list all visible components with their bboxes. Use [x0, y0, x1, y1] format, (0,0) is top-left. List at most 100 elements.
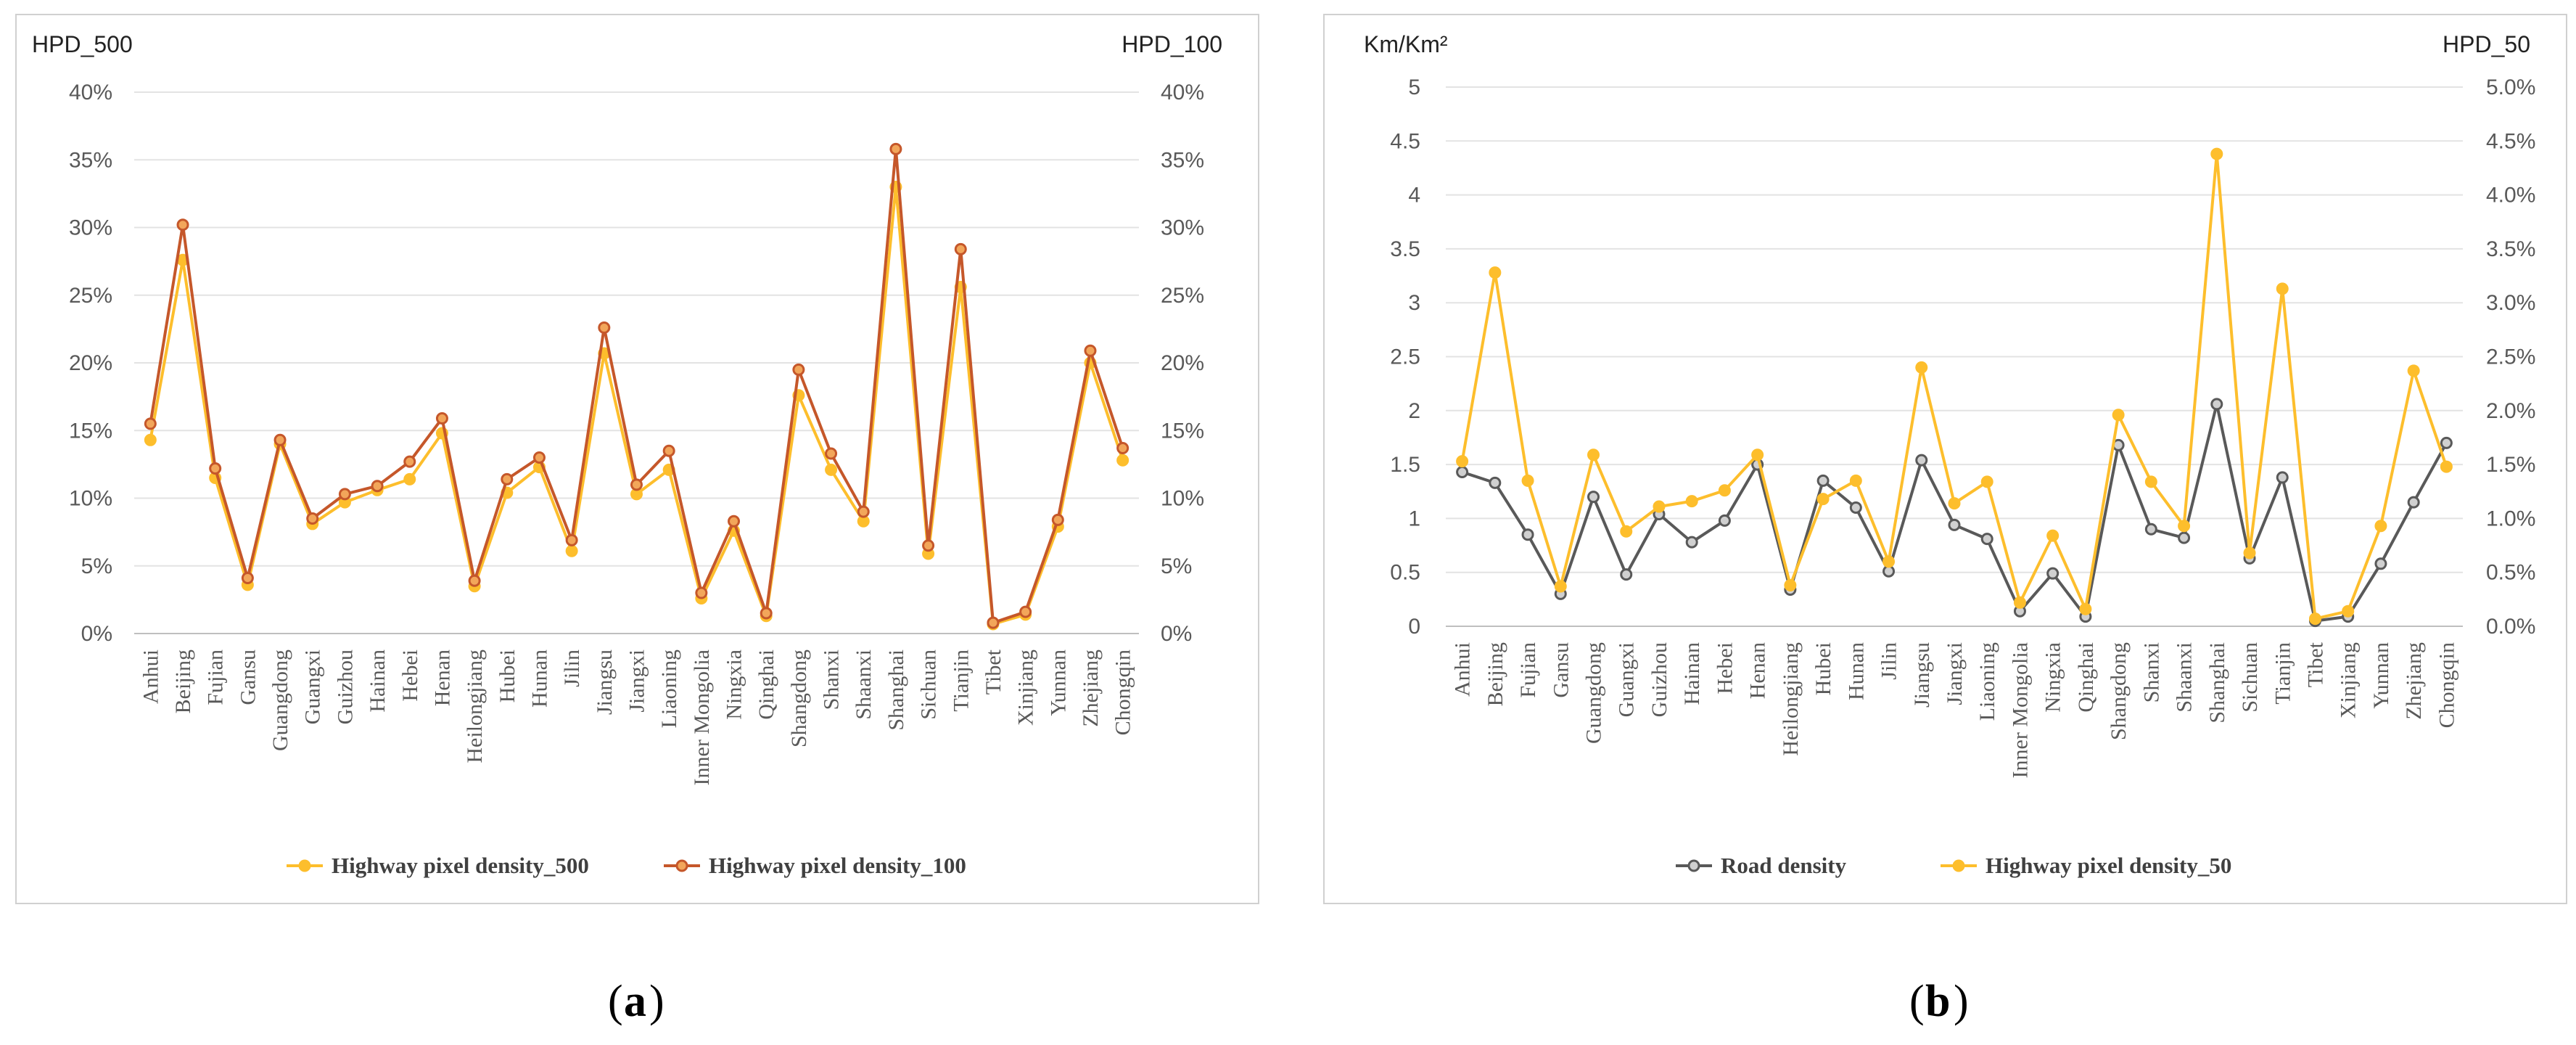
chart-a-series-1-point — [662, 444, 675, 457]
chart-a-series-1-point — [241, 572, 254, 585]
chart-b-series — [1456, 147, 2453, 628]
chart-a-series-1-point — [598, 321, 611, 335]
chart-b-category-label: Guizhou — [1647, 642, 1671, 717]
chart-b-right-tick-label: 4.0% — [2486, 184, 2535, 208]
chart-b-right-tick-label: 2.5% — [2486, 345, 2535, 369]
chart-a-legend: Highway pixel density_500 Highway pixel d… — [287, 853, 966, 878]
chart-b-series-0-point — [2046, 567, 2059, 580]
chart-a-category-label: Guangdong — [268, 649, 292, 751]
chart-a-category-label: Shangdong — [787, 649, 811, 747]
chart-b-series-1-point — [1718, 484, 1731, 497]
chart-b-category-label: Gansu — [1549, 642, 1573, 698]
chart-b-right-tick-label: 1.5% — [2486, 453, 2535, 477]
chart-b-category-label: Guangdong — [1582, 642, 1606, 744]
chart-a-category-label: Guizhou — [333, 649, 357, 724]
chart-a-category-label: Yunnan — [1046, 649, 1070, 716]
chart-b-category-label: Shaanxi — [2173, 642, 2197, 713]
chart-a-series-1-point — [338, 488, 351, 501]
chart-b-left-tick-label: 2 — [1408, 399, 1420, 423]
chart-b-series-1-point — [2440, 460, 2453, 473]
chart-a-series-1-point — [695, 586, 708, 599]
chart-a-series-1-point — [371, 480, 384, 493]
chart-b-series-0-point — [2407, 496, 2420, 509]
chart-a-category-label: Jilin — [560, 649, 584, 687]
chart-b-right-axis-ticks: 0.0% 0.5% 1.0% 1.5% 2.0% 2.5% 3.0% 3.5% 4.0% 4.5%… — [2486, 75, 2535, 639]
chart-b-left-axis-ticks: 0 0.5 1 1.5 2 2.5 3 3.5 4 4.5 5 — [1390, 75, 1420, 639]
chart-a-series-1-point — [209, 462, 222, 475]
chart-b-series-1-point — [2276, 282, 2289, 295]
chart-a-series-0-point — [1116, 454, 1129, 467]
chart-b-series-0-point — [2210, 398, 2223, 411]
chart-a-right-tick-label: 0% — [1161, 622, 1192, 646]
chart-a-category-label: Zhejiang — [1079, 649, 1103, 727]
chart-b-series-0-point — [1849, 501, 1862, 515]
chart-b-series-1-point — [1751, 448, 1764, 462]
chart-b-right-tick-label: 1.0% — [2486, 507, 2535, 530]
chart-b-series-0-point — [1915, 454, 1928, 467]
chart-a-category-label: Xinjiang — [1014, 649, 1038, 726]
chart-b-series-1-point — [1554, 580, 1567, 593]
chart-b-legend-swatch-marker — [1687, 859, 1700, 872]
chart-a-series-1-point — [1019, 605, 1032, 618]
svg-text:(: ( — [1909, 977, 1925, 1026]
chart-a-category-label: Heilongjiang — [463, 649, 487, 763]
chart-b-category-label: Inner Mongolia — [2008, 642, 2032, 778]
chart-a-category-label: Hunan — [527, 649, 551, 708]
chart-b-category-label: Hebei — [1713, 642, 1737, 694]
chart-a-series-1-point — [889, 142, 902, 155]
chart-b-series-1-point — [1620, 525, 1633, 538]
panel-label-b: ( b ) — [1909, 977, 1969, 1026]
chart-b-category-label: Qinghai — [2074, 642, 2098, 713]
chart-a-category-label: Sichuan — [917, 649, 941, 720]
chart-a-category-label: Fujian — [204, 649, 228, 705]
chart-b-series-0-point — [2178, 531, 2191, 544]
chart-b-right-axis-title: HPD_50 — [2443, 31, 2530, 57]
chart-b-category-label: Tianjin — [2271, 642, 2295, 705]
svg-text:): ) — [1954, 977, 1969, 1026]
chart-a-series-1-point — [760, 607, 773, 620]
chart-a-series-0-point — [144, 433, 157, 446]
chart-b-category-label: Shangdong — [2107, 642, 2131, 740]
chart-b-right-tick-label: 4.5% — [2486, 129, 2535, 153]
chart-b-right-tick-label: 0.0% — [2486, 615, 2535, 639]
chart-b-series-1-point — [2013, 596, 2026, 609]
chart-b-legend: Road density Highway pixel density_50 — [1676, 853, 2231, 878]
chart-a-right-tick-label: 25% — [1161, 284, 1204, 308]
panel-label-a-letter: a — [624, 977, 646, 1026]
chart-b-right-tick-label: 5.0% — [2486, 75, 2535, 99]
chart-b-series-1-point — [1521, 474, 1534, 487]
chart-b-series-1-point — [1653, 500, 1666, 513]
chart-a-right-tick-label: 10% — [1161, 487, 1204, 511]
chart-a-series-1-point — [630, 478, 643, 491]
chart-b-series-1-point — [2079, 602, 2092, 615]
chart-a-series-1-point — [922, 539, 935, 552]
chart-b-category-label: Hunan — [1844, 642, 1868, 700]
chart-b-category-label: Hainan — [1680, 642, 1704, 705]
chart-panel-a: 0% 5% 10% 15% 20% 25% 30% 35% 40% 0% 5% 10% 15% 20% 2… — [15, 14, 1259, 904]
chart-a-series-0-point — [403, 472, 416, 485]
chart-a-series-1-point — [792, 363, 805, 376]
chart-b-series-1-point — [1849, 474, 1862, 487]
chart-a-right-tick-label: 35% — [1161, 148, 1204, 172]
chart-b-right-tick-label: 3.0% — [2486, 291, 2535, 315]
chart-a-series-1-point — [435, 411, 448, 425]
chart-b-gridlines — [1446, 86, 2463, 627]
chart-b-frame — [1323, 14, 2567, 904]
chart-b-series-0-point — [1456, 466, 1469, 479]
chart-b-category-label: Yunnan — [2369, 642, 2393, 709]
panel-label-b-letter: b — [1925, 977, 1950, 1026]
chart-a-series-1-point — [1084, 344, 1097, 357]
chart-b-series-1-point — [1784, 579, 1797, 592]
chart-b-legend-label: Road density — [1721, 853, 1847, 878]
chart-b-series-1-point — [2178, 520, 2191, 533]
chart-b-left-tick-label: 0.5 — [1390, 561, 1420, 585]
chart-b-series-1-point — [1816, 493, 1830, 506]
chart-a-left-tick-label: 10% — [69, 487, 112, 511]
chart-a-series-1-point — [306, 512, 319, 525]
chart-a-series-1-point — [954, 242, 967, 255]
chart-b-series-1-point — [1882, 555, 1896, 568]
chart-b-left-tick-label: 3 — [1408, 291, 1420, 315]
chart-a-category-label: Liaoning — [657, 649, 681, 728]
chart-b-series-0-point — [1718, 514, 1731, 527]
chart-a-left-axis-title: HPD_500 — [32, 31, 133, 57]
